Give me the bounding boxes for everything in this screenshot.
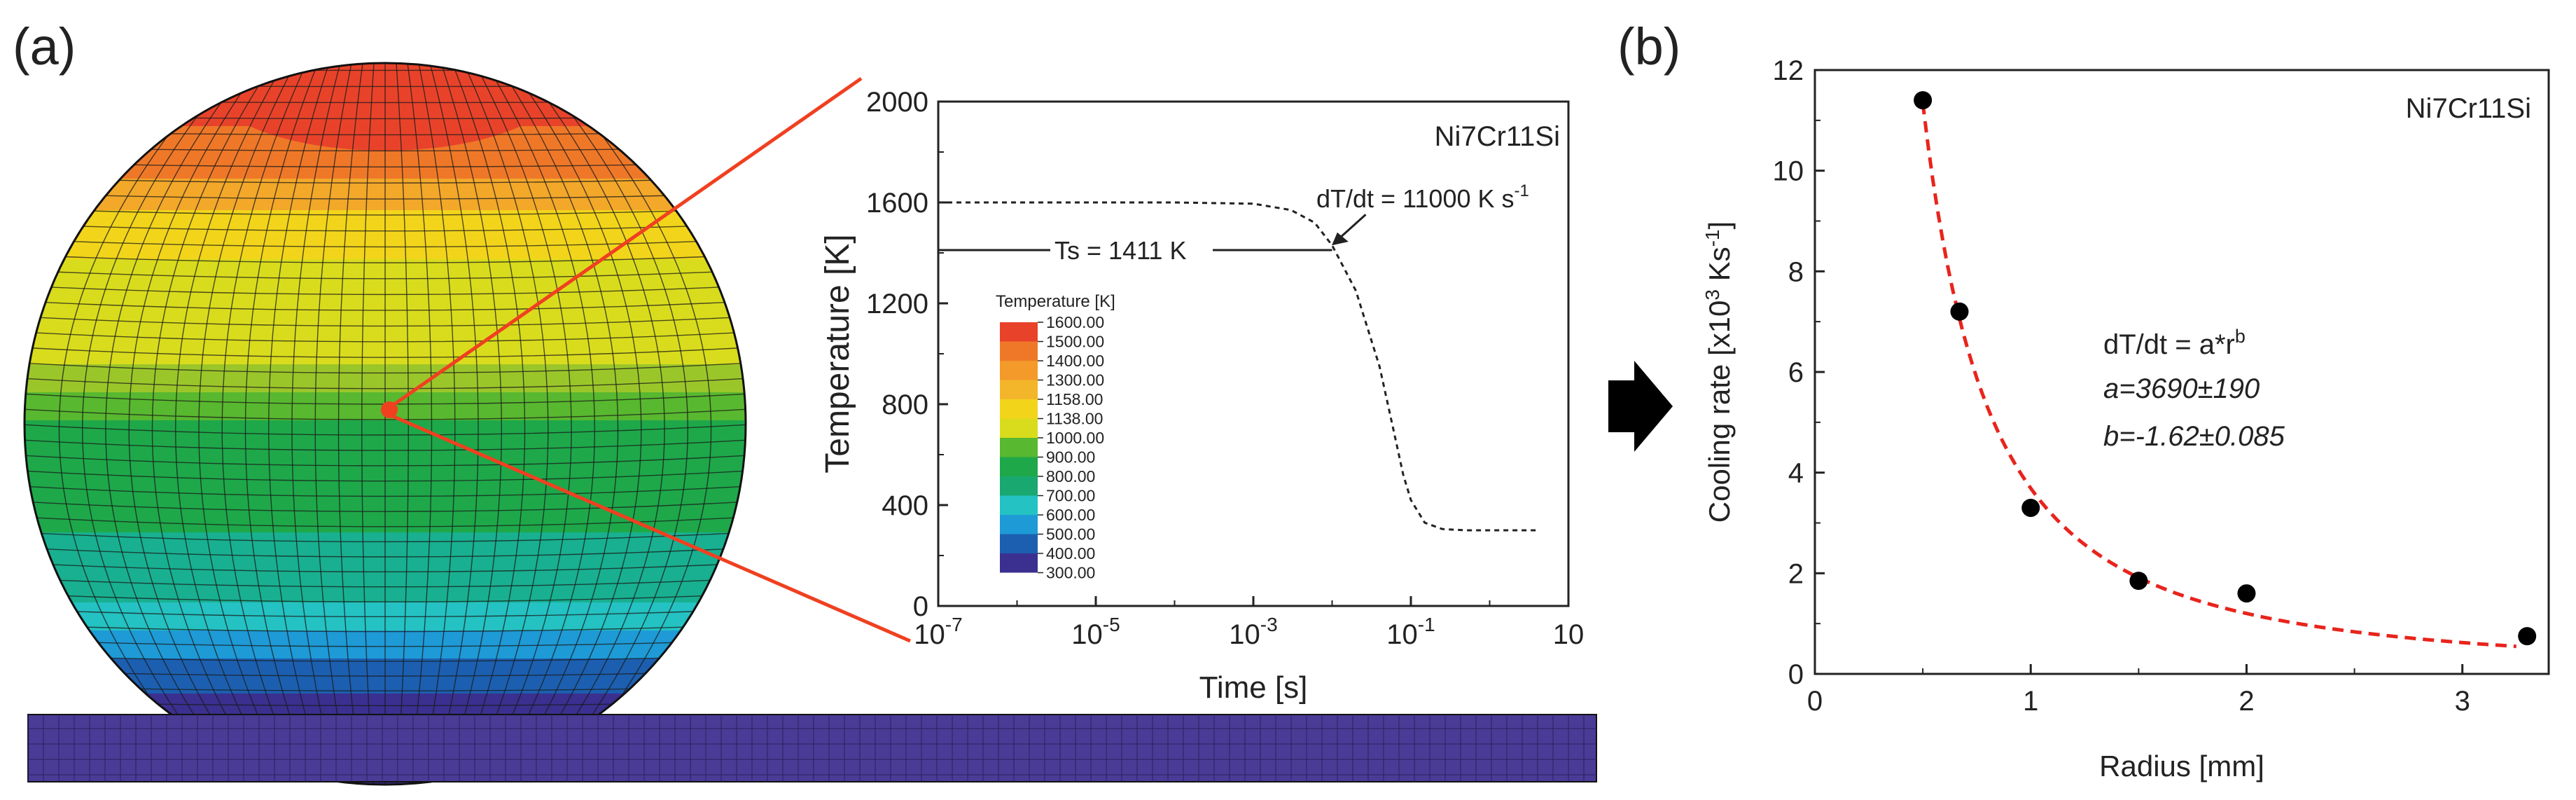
x-tick-label: 10-1 xyxy=(1386,614,1435,650)
legend-level-label: 300.00 xyxy=(1046,564,1095,582)
legend-swatch xyxy=(1000,341,1038,361)
y-tick-label: 6 xyxy=(1788,357,1804,388)
legend-swatch xyxy=(1000,418,1038,438)
solidus-label: Ts = 1411 K xyxy=(1054,236,1186,265)
legend-level-label: 1158.00 xyxy=(1046,390,1103,408)
substrate-mesh xyxy=(27,714,1597,782)
rate-arrow xyxy=(1331,214,1367,246)
chart-a-ylabel: Temperature [K] xyxy=(819,234,856,473)
legend-swatch xyxy=(1000,380,1038,399)
data-point xyxy=(2021,498,2040,517)
panel-b-label: (b) xyxy=(1617,18,1680,76)
fit-a-value: a=3690±190 xyxy=(2103,373,2260,404)
x-tick-label: 3 xyxy=(2455,686,2470,717)
panel-a-label: (a) xyxy=(13,18,76,76)
temperature-time-chart: 0 400 800 1200 1600 2000 10-7 10-5 10-3 10-1 10 Ts… xyxy=(819,87,1584,705)
y-tick-label: 0 xyxy=(1788,659,1804,690)
legend-level-label: 1600.00 xyxy=(1046,313,1104,331)
chart-a-title: Ni7Cr11Si xyxy=(1435,121,1560,152)
y-tick-label: 2 xyxy=(1788,558,1804,589)
legend-swatch xyxy=(1000,515,1038,535)
y-tick-label: 8 xyxy=(1788,256,1804,287)
data-point xyxy=(1950,302,1969,321)
x-tick-label: 2 xyxy=(2239,686,2254,717)
x-tick-label: 10-3 xyxy=(1229,614,1277,650)
legend-level-label: 900.00 xyxy=(1046,448,1095,467)
data-point xyxy=(2518,627,2537,646)
legend-level-label: 1000.00 xyxy=(1046,429,1104,447)
chart-b-frame xyxy=(1813,69,2550,675)
legend-swatch xyxy=(1000,553,1038,573)
temperature-legend: Temperature [K] 1600.00 1500.001400.00130… xyxy=(996,292,1115,582)
probe-connector xyxy=(381,76,911,643)
fit-curve xyxy=(1921,102,2516,649)
y-tick-label: 4 xyxy=(1788,458,1804,489)
probe-point xyxy=(381,401,398,418)
data-point xyxy=(2129,572,2148,591)
legend-swatch xyxy=(1000,457,1038,476)
x-tick-label: 10-5 xyxy=(1071,614,1120,650)
data-point xyxy=(1914,91,1933,110)
legend-level-label: 800.00 xyxy=(1046,467,1095,485)
chart-b-title: Ni7Cr11Si xyxy=(2406,93,2531,124)
y-tick-label: 1600 xyxy=(866,188,928,219)
legend-level-label: 1300.00 xyxy=(1046,371,1104,389)
x-tick-label: 1 xyxy=(2023,686,2038,717)
x-tick-label: 10 xyxy=(1553,619,1585,650)
legend-level-label: 1138.00 xyxy=(1046,410,1103,428)
x-tick-label: 10-7 xyxy=(914,614,962,650)
cooling-rate-label: dT/dt = 11000 K s-1 xyxy=(1316,181,1529,213)
chart-a-xlabel: Time [s] xyxy=(1199,670,1308,705)
y-tick-label: 1200 xyxy=(866,289,928,319)
arrow-icon xyxy=(1608,361,1673,452)
y-tick-label: 0 xyxy=(913,591,928,622)
y-tick-label: 400 xyxy=(882,490,928,521)
y-tick-label: 800 xyxy=(882,389,928,420)
data-point xyxy=(2237,584,2256,603)
chart-b-xlabel: Radius [mm] xyxy=(2099,750,2264,782)
legend-swatch xyxy=(1000,361,1038,380)
legend-level-label: 1500.00 xyxy=(1046,333,1104,351)
legend-level-label: 400.00 xyxy=(1046,544,1095,563)
legend-level-label: 1400.00 xyxy=(1046,352,1104,370)
chart-b-ylabel: Cooling rate [x103 Ks-1] xyxy=(1701,221,1736,523)
legend-swatch xyxy=(1000,322,1038,342)
fit-equation: dT/dt = a*rb xyxy=(2103,326,2246,360)
legend-level-label: 500.00 xyxy=(1046,525,1095,544)
fit-b-value: b=-1.62±0.085 xyxy=(2103,421,2285,452)
legend-level-label: 600.00 xyxy=(1046,506,1095,524)
y-tick-label: 2000 xyxy=(866,87,928,118)
legend-title: Temperature [K] xyxy=(996,292,1115,311)
legend-level-label: 700.00 xyxy=(1046,487,1095,505)
legend-swatch xyxy=(1000,476,1038,496)
legend-swatch xyxy=(1000,534,1038,553)
y-tick-label: 12 xyxy=(1773,55,1804,86)
y-tick-label: 10 xyxy=(1773,156,1804,187)
legend-swatch xyxy=(1000,495,1038,515)
chart-a-frame xyxy=(937,100,1570,607)
legend-swatch xyxy=(1000,438,1038,457)
temperature-series-line xyxy=(938,201,1538,532)
x-tick-label: 0 xyxy=(1807,686,1823,717)
legend-swatch xyxy=(1000,399,1038,419)
